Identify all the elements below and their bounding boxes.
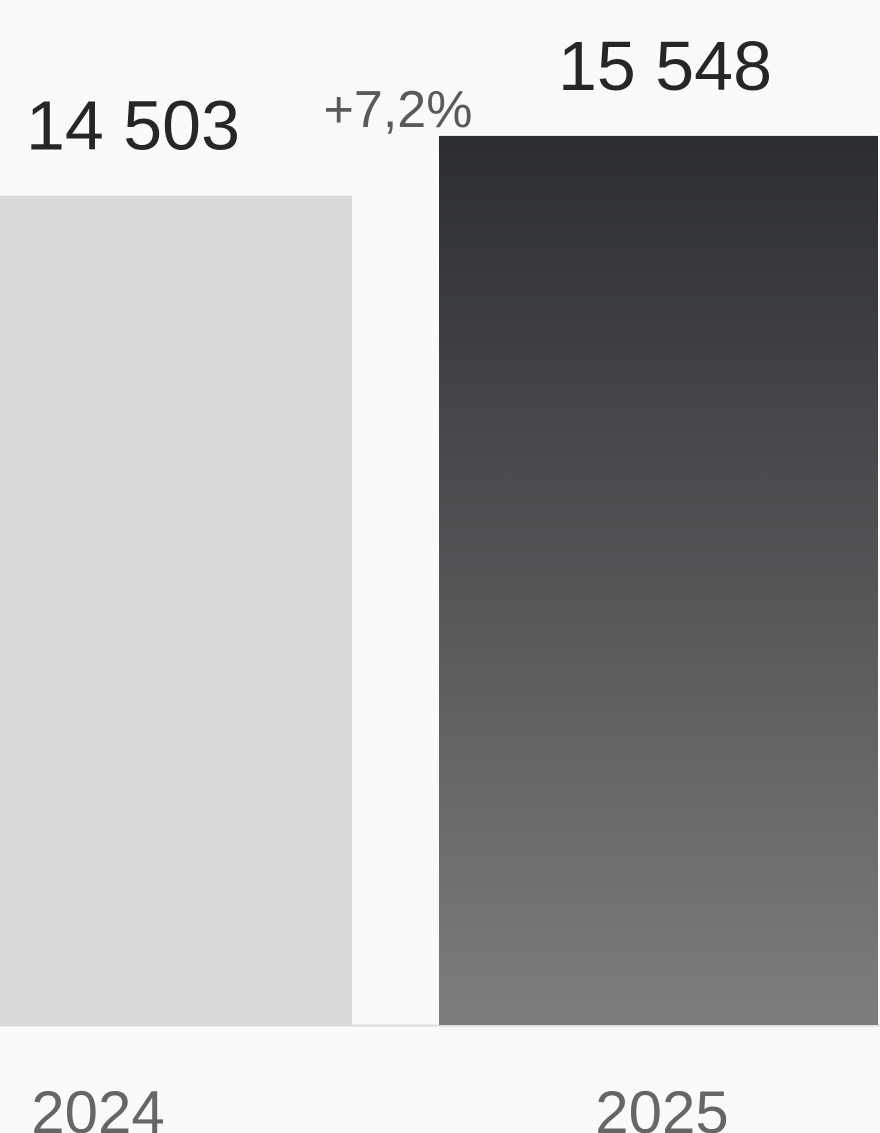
bar — [439, 135, 878, 1026]
bar — [0, 195, 352, 1025]
x-tick-label: 2024 — [31, 1079, 164, 1133]
change-annotation: +7,2% — [324, 81, 473, 139]
value-label: 15 548 — [558, 27, 772, 105]
value-label: 14 503 — [26, 87, 240, 165]
x-tick-label: 2025 — [595, 1079, 728, 1133]
